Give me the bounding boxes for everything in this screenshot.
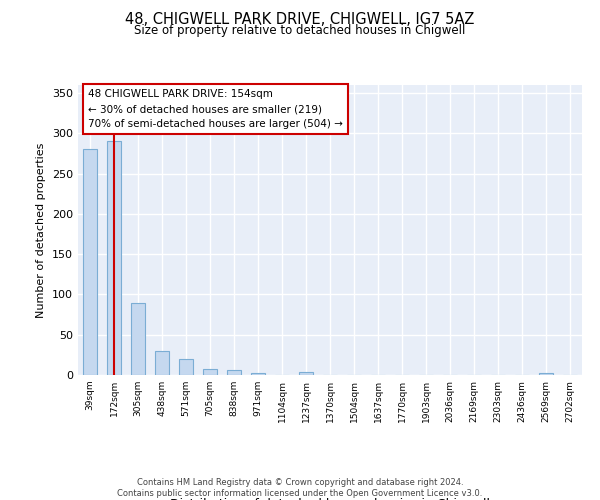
Bar xyxy=(539,372,553,375)
Text: 48 CHIGWELL PARK DRIVE: 154sqm
← 30% of detached houses are smaller (219)
70% of: 48 CHIGWELL PARK DRIVE: 154sqm ← 30% of … xyxy=(88,90,343,129)
Bar xyxy=(179,359,193,375)
Bar xyxy=(251,372,265,375)
Text: Size of property relative to detached houses in Chigwell: Size of property relative to detached ho… xyxy=(134,24,466,37)
Text: 48, CHIGWELL PARK DRIVE, CHIGWELL, IG7 5AZ: 48, CHIGWELL PARK DRIVE, CHIGWELL, IG7 5… xyxy=(125,12,475,28)
Bar xyxy=(83,150,97,375)
X-axis label: Distribution of detached houses by size in Chigwell: Distribution of detached houses by size … xyxy=(170,498,490,500)
Bar xyxy=(107,142,121,375)
Bar xyxy=(203,368,217,375)
Bar xyxy=(131,302,145,375)
Y-axis label: Number of detached properties: Number of detached properties xyxy=(37,142,46,318)
Bar xyxy=(299,372,313,375)
Bar xyxy=(155,351,169,375)
Bar xyxy=(227,370,241,375)
Text: Contains HM Land Registry data © Crown copyright and database right 2024.
Contai: Contains HM Land Registry data © Crown c… xyxy=(118,478,482,498)
